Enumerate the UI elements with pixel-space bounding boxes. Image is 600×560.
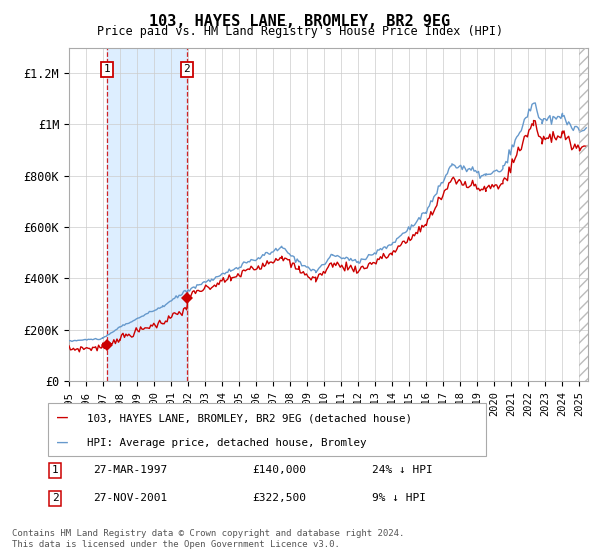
Text: 9% ↓ HPI: 9% ↓ HPI: [372, 493, 426, 503]
Text: 2: 2: [184, 64, 190, 74]
Text: 103, HAYES LANE, BROMLEY, BR2 9EG (detached house): 103, HAYES LANE, BROMLEY, BR2 9EG (detac…: [87, 413, 412, 423]
Text: 24% ↓ HPI: 24% ↓ HPI: [372, 465, 433, 475]
Bar: [580, 48, 588, 381]
Text: 103, HAYES LANE, BROMLEY, BR2 9EG: 103, HAYES LANE, BROMLEY, BR2 9EG: [149, 14, 451, 29]
Text: £322,500: £322,500: [252, 493, 306, 503]
Text: £140,000: £140,000: [252, 465, 306, 475]
Text: —: —: [57, 409, 68, 427]
Text: Price paid vs. HM Land Registry's House Price Index (HPI): Price paid vs. HM Land Registry's House …: [97, 25, 503, 38]
Text: 27-NOV-2001: 27-NOV-2001: [93, 493, 167, 503]
Text: 1: 1: [104, 64, 110, 74]
Text: 2: 2: [52, 493, 59, 503]
Text: HPI: Average price, detached house, Bromley: HPI: Average price, detached house, Brom…: [87, 438, 367, 448]
Bar: [107, 48, 187, 381]
Text: Contains HM Land Registry data © Crown copyright and database right 2024.
This d: Contains HM Land Registry data © Crown c…: [12, 529, 404, 549]
Text: 1: 1: [52, 465, 59, 475]
Text: 27-MAR-1997: 27-MAR-1997: [93, 465, 167, 475]
Text: —: —: [57, 434, 68, 452]
